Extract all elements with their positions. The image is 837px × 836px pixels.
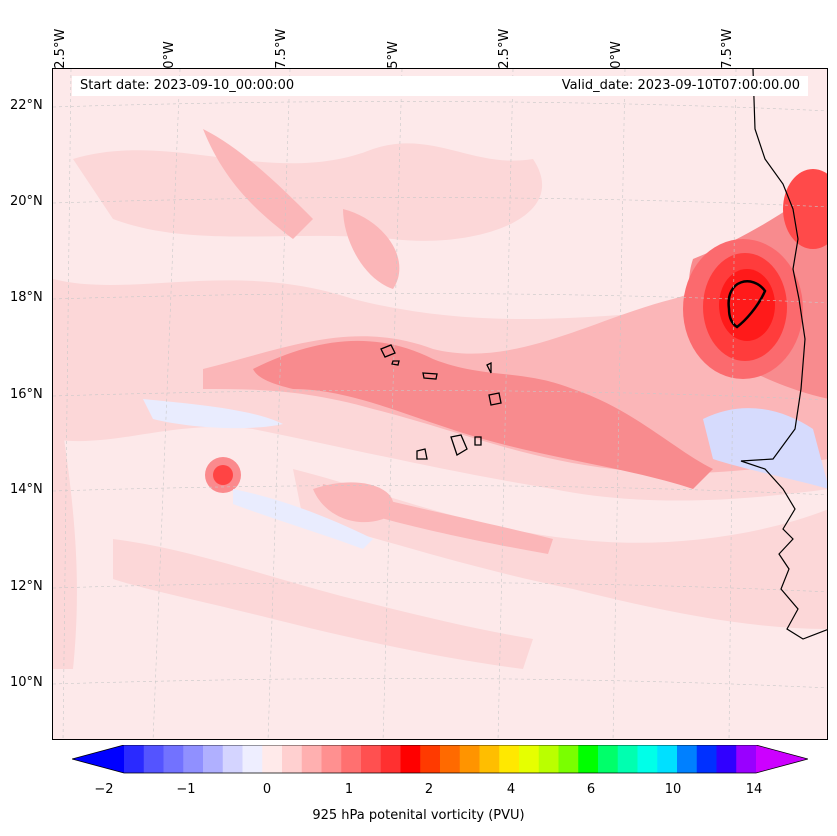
colorbar-segment	[519, 745, 540, 773]
pv-negative	[143, 399, 827, 549]
colorbar-tick-2: 2	[424, 782, 434, 797]
colorbar-segment	[341, 745, 362, 773]
colorbar-segment	[716, 745, 737, 773]
colorbar-segment	[598, 745, 619, 773]
colorbar-segment	[380, 745, 401, 773]
lat-label-18n: 18°N	[10, 290, 43, 305]
colorbar-segment	[420, 745, 441, 773]
colorbar-tick-1: 1	[344, 782, 354, 797]
colorbar-segment	[617, 745, 638, 773]
colorbar-segment	[499, 745, 520, 773]
pv-core	[205, 169, 827, 493]
colorbar-segment	[361, 745, 382, 773]
colorbar-segment	[538, 745, 559, 773]
colorbar-segment	[459, 745, 480, 773]
colorbar-extend-low	[72, 745, 124, 773]
lat-label-14n: 14°N	[10, 482, 43, 497]
colorbar-tick-4: 4	[506, 782, 516, 797]
cape-verde-islands	[380, 344, 502, 460]
colorbar-segment	[578, 745, 599, 773]
colorbar-segment	[637, 745, 658, 773]
valid-date-label: Valid_date: 2023-09-10T07:00:00.00	[561, 78, 800, 93]
vorticity-field	[53, 69, 827, 739]
colorbar-tick-6: 6	[586, 782, 596, 797]
colorbar-segment	[183, 745, 204, 773]
colorbar-segment	[143, 745, 164, 773]
lat-label-20n: 20°N	[10, 194, 43, 209]
colorbar-tick-0: 0	[262, 782, 272, 797]
colorbar-segment	[479, 745, 500, 773]
colorbar	[72, 745, 808, 774]
colorbar-segment	[222, 745, 243, 773]
pv-contour-medium	[203, 129, 827, 554]
start-date-label: Start date: 2023-09-10_00:00:00	[80, 78, 295, 93]
lat-label-22n: 22°N	[10, 98, 43, 113]
lat-label-10n: 10°N	[10, 675, 43, 690]
colorbar-segment	[677, 745, 698, 773]
colorbar-segment	[657, 745, 678, 773]
lat-label-12n: 12°N	[10, 579, 43, 594]
colorbar-tick-10: 10	[664, 782, 682, 797]
colorbar-segment	[163, 745, 184, 773]
graticule	[53, 69, 827, 739]
colorbar-tick--1: −1	[176, 782, 196, 797]
africa-coastline	[740, 69, 827, 640]
colorbar-segment	[124, 745, 145, 773]
colorbar-segment	[400, 745, 421, 773]
map-panel	[52, 68, 828, 740]
colorbar-segment	[262, 745, 283, 773]
colorbar-outline	[72, 745, 808, 774]
colorbar-segment	[282, 745, 303, 773]
lat-label-16n: 16°N	[10, 387, 43, 402]
colorbar-segment	[558, 745, 579, 773]
colorbar-segment	[440, 745, 461, 773]
colorbar-segment	[696, 745, 717, 773]
colorbar-segment	[301, 745, 322, 773]
colorbar-segment	[736, 745, 757, 773]
colorbar-segment	[242, 745, 263, 773]
colorbar-extend-high	[756, 745, 808, 773]
date-info-bar	[72, 76, 808, 96]
colorbar-tick-14: 14	[745, 782, 763, 797]
colorbar-segment	[321, 745, 342, 773]
colorbar-tick--2: −2	[94, 782, 114, 797]
colorbar-label: 925 hPa potenital vorticity (PVU)	[312, 808, 525, 823]
colorbar-segment	[203, 745, 224, 773]
